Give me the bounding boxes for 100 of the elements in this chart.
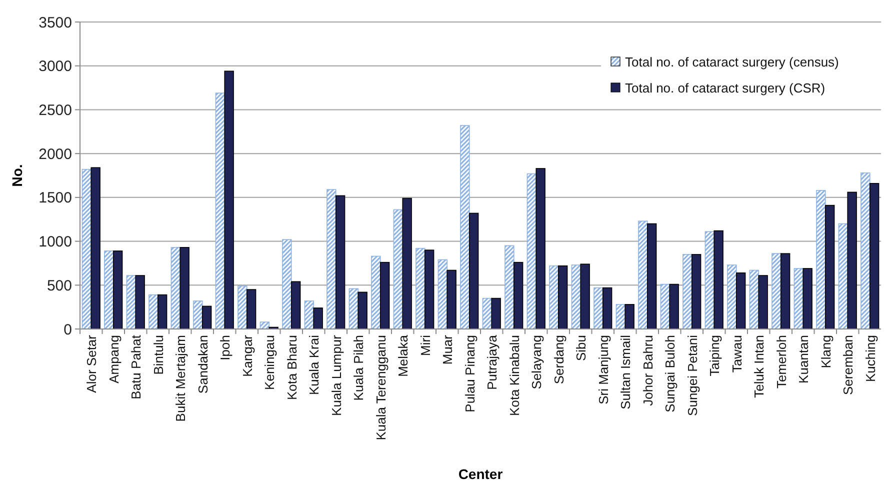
- bar: [847, 192, 857, 330]
- bar: [513, 262, 524, 330]
- x-tick-label: Ampang: [106, 335, 122, 384]
- bar: [714, 230, 724, 330]
- x-tick-label: Melaka: [396, 334, 411, 377]
- x-axis-title: Center: [458, 466, 504, 482]
- x-tick-label: Selayang: [529, 335, 544, 390]
- x-tick-label: Ipoh: [218, 335, 233, 360]
- bar: [402, 198, 412, 330]
- x-tick-label: Pulau Pinang: [462, 335, 478, 412]
- bar: [326, 189, 336, 330]
- x-tick-label: Sultan Ismail: [618, 334, 634, 410]
- legend-label: Total no. of cataract surgery (CSR): [625, 80, 826, 96]
- bar: [646, 223, 657, 330]
- bar: [282, 239, 292, 330]
- x-tick-label: Temerloh: [774, 335, 789, 388]
- bar: [202, 306, 212, 330]
- x-tick-label: Sungai Buloh: [662, 335, 678, 412]
- y-tick-label: 2500: [38, 102, 72, 119]
- bar: [193, 300, 203, 330]
- y-tick-label: 500: [46, 277, 72, 294]
- bar: [371, 256, 381, 330]
- x-tick-label: Keningau: [262, 335, 278, 390]
- x-tick-label: Seremban: [840, 335, 856, 395]
- x-tick-label: Kuala Lumpur: [328, 334, 344, 416]
- x-tick-label: Serdang: [551, 335, 566, 384]
- bar: [824, 204, 835, 330]
- x-tick-label: Batu Pahat: [128, 334, 144, 400]
- legend-label: Total no. of cataract surgery (census): [625, 54, 839, 70]
- bar: [558, 265, 568, 330]
- bar: [504, 245, 514, 330]
- x-tick-label: Bintulu: [150, 335, 166, 375]
- bar: [446, 270, 456, 330]
- bar: [90, 167, 100, 330]
- bar: [536, 168, 546, 330]
- x-tick-label: Johor Bahru: [640, 335, 656, 406]
- bar: [549, 265, 559, 330]
- x-tick-label: Kota Bharu: [284, 335, 300, 400]
- bar: [580, 264, 590, 330]
- bar: [869, 182, 880, 330]
- y-tick-label: 1500: [38, 190, 72, 207]
- x-tick-label: Kuala Pilah: [351, 335, 366, 401]
- bar: [148, 294, 158, 330]
- bar: [290, 281, 301, 330]
- bar: [358, 292, 368, 330]
- x-tick-label: Kuala Terengganu: [373, 335, 388, 440]
- bar: [736, 272, 746, 330]
- x-tick-label: Teluk Intan: [752, 335, 767, 398]
- bar: [180, 247, 190, 330]
- bar: [224, 70, 234, 330]
- x-tick-label: Kuala Krai: [306, 334, 322, 395]
- bar: [594, 287, 604, 330]
- bar: [135, 275, 145, 330]
- bar: [313, 308, 323, 330]
- bar: [238, 286, 248, 330]
- x-tick-label: Kuantan: [796, 335, 812, 384]
- bar: [758, 275, 768, 330]
- bar: [246, 289, 256, 330]
- x-tick-label: Tawau: [729, 335, 744, 373]
- bar: [682, 254, 692, 330]
- bar: [860, 172, 870, 330]
- bar: [772, 253, 782, 330]
- y-tick-label: 2000: [38, 146, 72, 163]
- x-tick-label: Alor Setar: [84, 334, 100, 393]
- bar: [157, 294, 168, 330]
- x-tick-label: Putrajaya: [484, 334, 500, 390]
- y-tick-label: 0: [64, 321, 72, 338]
- x-tick-label: Kota Kinabalu: [506, 335, 522, 416]
- bar: [727, 264, 737, 330]
- bar: [691, 254, 702, 330]
- x-tick-label: Sibu: [574, 335, 589, 362]
- bar: [638, 220, 648, 330]
- y-tick-label: 1000: [38, 234, 72, 251]
- bar: [802, 268, 812, 330]
- y-tick-label: 3000: [38, 58, 72, 76]
- bar: [816, 190, 826, 330]
- bar: [380, 262, 390, 330]
- bar: [468, 212, 479, 330]
- x-tick-label: Miri: [418, 334, 433, 356]
- bar: [460, 125, 470, 330]
- x-tick-label: Kangar: [240, 334, 255, 377]
- bar: [416, 248, 426, 330]
- bar: [424, 250, 434, 330]
- x-tick-label: Kuching: [862, 335, 878, 382]
- bar: [780, 253, 790, 330]
- bar: [491, 298, 501, 330]
- bar: [112, 250, 123, 330]
- y-axis-title: No.: [9, 164, 25, 187]
- bar: [624, 304, 634, 330]
- bar: [602, 287, 612, 330]
- bar: [104, 250, 114, 330]
- y-tick-label: 3500: [38, 14, 72, 32]
- x-tick-label: Bukit Mertajam: [173, 335, 188, 422]
- bar: [335, 195, 346, 330]
- bar: [669, 284, 679, 330]
- x-tick-label: Sri Manjung: [596, 335, 611, 404]
- x-tick-label: Sungei Petani: [684, 334, 700, 416]
- x-tick-label: Sandakan: [195, 335, 210, 394]
- x-tick-label: Taiping: [707, 335, 722, 376]
- x-tick-label: Muar: [440, 334, 456, 365]
